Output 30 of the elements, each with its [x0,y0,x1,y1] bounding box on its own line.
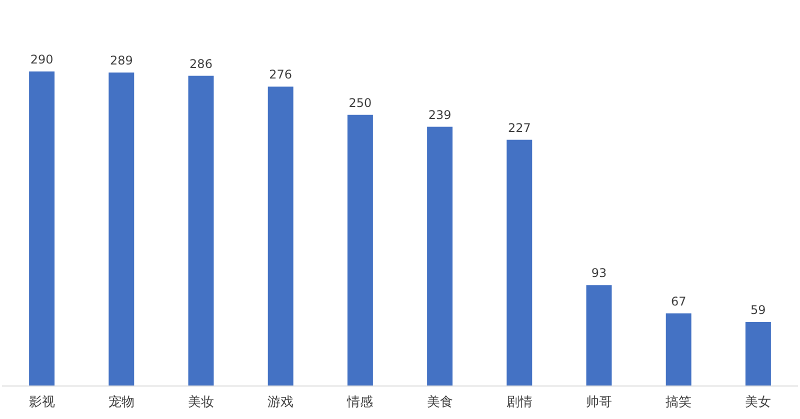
x-tick-label: 美妆 [188,394,214,410]
bar [666,313,692,386]
bar [745,322,771,386]
x-tick-label: 宠物 [108,395,134,410]
bar [427,126,453,386]
data-label: 227 [508,120,531,135]
data-label: 93 [591,266,607,280]
bar [29,71,55,386]
bar [188,76,214,386]
x-tick-label: 游戏 [268,395,294,410]
data-label: 290 [30,52,54,66]
bar [347,114,373,386]
x-tick-label: 剧情 [506,395,532,410]
bar [586,285,612,386]
data-label: 59 [750,303,766,318]
bar [108,72,134,386]
x-tick-label: 美食 [426,394,453,410]
data-label: 67 [670,294,686,308]
data-label: 286 [190,56,212,71]
bar [506,140,532,386]
data-label: 250 [348,96,372,110]
x-tick-label: 影视 [28,395,55,410]
data-label: 239 [428,108,452,122]
data-label: 289 [110,54,133,68]
x-tick-label: 情感 [346,395,374,410]
x-tick-label: 帅哥 [586,395,612,410]
bar [268,86,294,386]
x-tick-label: 搞笑 [666,395,692,410]
data-label: 276 [269,68,292,82]
x-tick-label: 美女 [745,394,772,410]
